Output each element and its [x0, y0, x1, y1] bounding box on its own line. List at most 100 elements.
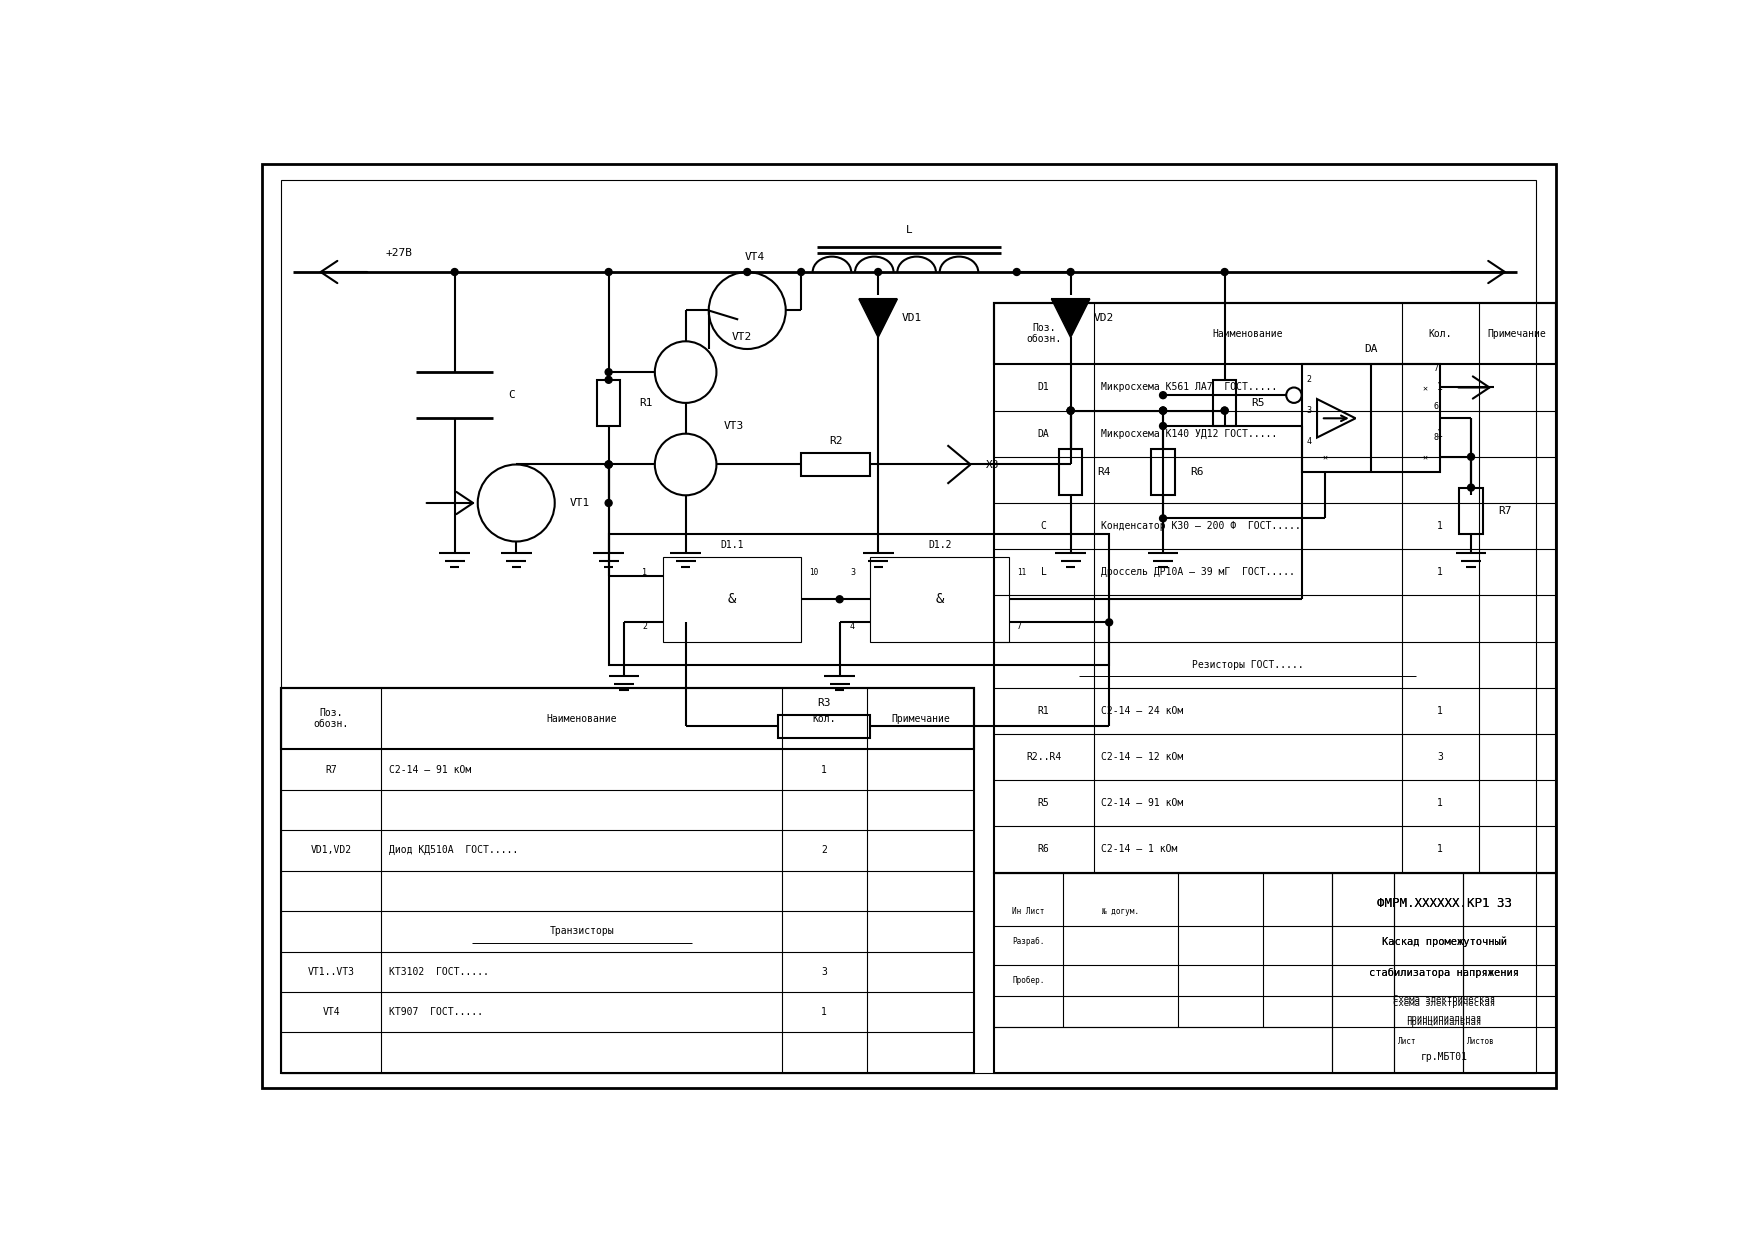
Text: Наименование: Наименование — [1212, 329, 1282, 339]
Circle shape — [1159, 392, 1166, 399]
Bar — [993, 303, 1556, 365]
Text: 1: 1 — [1437, 568, 1444, 578]
Circle shape — [605, 376, 612, 383]
Text: 3: 3 — [851, 568, 854, 577]
Text: VD1: VD1 — [902, 314, 921, 324]
Circle shape — [451, 269, 458, 275]
Text: стабилизатора напряжения: стабилизатора напряжения — [1370, 967, 1519, 978]
Text: VT4: VT4 — [745, 252, 765, 262]
Text: Листов: Листов — [1466, 1038, 1494, 1047]
Bar — [281, 688, 975, 1073]
Text: 1: 1 — [1437, 799, 1444, 808]
Text: гр.МБТ01: гр.МБТ01 — [1421, 1053, 1468, 1063]
Text: Примечание: Примечание — [891, 713, 951, 724]
Circle shape — [1066, 407, 1073, 414]
Text: принципиальная: принципиальная — [1407, 1018, 1482, 1027]
Text: С2-14 – 1 кОм: С2-14 – 1 кОм — [1102, 844, 1177, 854]
Text: R6: R6 — [1038, 844, 1049, 854]
Text: VT3: VT3 — [724, 422, 744, 432]
Text: 3: 3 — [821, 967, 828, 977]
Text: 2: 2 — [821, 846, 828, 856]
Text: 7: 7 — [1433, 363, 1438, 373]
Text: Лист: Лист — [1398, 1038, 1417, 1047]
Circle shape — [875, 269, 882, 275]
Text: 3: 3 — [1307, 407, 1312, 415]
Bar — [779, 714, 870, 738]
Text: 11: 11 — [1017, 568, 1026, 577]
Circle shape — [1159, 407, 1166, 414]
Text: R3: R3 — [817, 698, 831, 708]
Text: VD2: VD2 — [1094, 314, 1114, 324]
Circle shape — [1221, 407, 1228, 414]
Text: R4: R4 — [1098, 467, 1110, 477]
Circle shape — [1468, 484, 1475, 491]
Text: R2..R4: R2..R4 — [1026, 753, 1061, 763]
Circle shape — [798, 269, 805, 275]
Text: Разраб.: Разраб. — [1012, 937, 1044, 946]
Text: 1: 1 — [821, 765, 828, 775]
Polygon shape — [859, 299, 898, 337]
Circle shape — [605, 461, 612, 467]
Bar — [596, 379, 621, 427]
Text: C: C — [1040, 521, 1047, 531]
Circle shape — [1014, 269, 1021, 275]
Text: VT2: VT2 — [731, 332, 752, 342]
Text: 7: 7 — [1017, 621, 1023, 631]
Text: Диод КД510А  ГОСТ.....: Диод КД510А ГОСТ..... — [389, 846, 519, 856]
Text: Поз.
обозн.: Поз. обозн. — [314, 708, 349, 729]
Circle shape — [605, 461, 612, 467]
Text: С2-14 – 24 кОм: С2-14 – 24 кОм — [1102, 706, 1184, 715]
Circle shape — [605, 461, 612, 467]
Text: Конденсатор К30 – 200 Ф  ГОСТ.....: Конденсатор К30 – 200 Ф ГОСТ..... — [1102, 521, 1301, 531]
Text: 1: 1 — [1437, 382, 1444, 393]
Text: Ин Лист: Ин Лист — [1012, 906, 1044, 915]
Bar — [993, 873, 1556, 1073]
Text: С2-14 – 12 кОм: С2-14 – 12 кОм — [1102, 753, 1184, 763]
Bar — [281, 688, 975, 749]
Text: D1: D1 — [1038, 382, 1049, 393]
Circle shape — [1066, 407, 1073, 414]
Text: 1: 1 — [1437, 521, 1444, 531]
Text: 8: 8 — [1433, 433, 1438, 441]
Text: D1.2: D1.2 — [928, 541, 951, 551]
Text: R1: R1 — [1038, 706, 1049, 715]
Text: VT1..VT3: VT1..VT3 — [309, 967, 354, 977]
Circle shape — [1221, 269, 1228, 275]
Bar — [993, 303, 1556, 873]
Text: Резисторы ГОСТ.....: Резисторы ГОСТ..... — [1193, 660, 1303, 670]
Text: DA: DA — [1038, 429, 1049, 439]
Text: Поз.
обозн.: Поз. обозн. — [1026, 322, 1061, 345]
Text: С2-14 – 91 кОм: С2-14 – 91 кОм — [389, 765, 472, 775]
Text: VD1,VD2: VD1,VD2 — [310, 846, 353, 856]
Text: R1: R1 — [640, 398, 652, 408]
Circle shape — [605, 269, 612, 275]
Text: Микросхема К561 ЛА7  ГОСТ.....: Микросхема К561 ЛА7 ГОСТ..... — [1102, 382, 1277, 393]
Text: 4: 4 — [1307, 436, 1312, 446]
Bar — [802, 453, 870, 476]
Text: Схема электрическая: Схема электрическая — [1393, 999, 1494, 1008]
Circle shape — [1159, 423, 1166, 429]
Text: 6: 6 — [1433, 402, 1438, 412]
Circle shape — [1066, 269, 1073, 275]
Text: принципиальная: принципиальная — [1407, 1014, 1482, 1023]
Text: 2: 2 — [642, 621, 647, 631]
Text: ФМРМ.ХХХХХХ.КР1 ЗЗ: ФМРМ.ХХХХХХ.КР1 ЗЗ — [1377, 897, 1512, 910]
Text: &: & — [935, 593, 944, 606]
Circle shape — [1468, 454, 1475, 460]
Text: Каскад промежуточный: Каскад промежуточный — [1382, 936, 1507, 947]
Circle shape — [1066, 407, 1073, 414]
Circle shape — [1105, 619, 1112, 626]
Circle shape — [1159, 407, 1166, 414]
Bar — [663, 557, 802, 641]
Text: DA: DA — [1365, 343, 1377, 353]
Circle shape — [1159, 407, 1166, 414]
Text: VT1: VT1 — [570, 498, 591, 508]
Text: Каскад промежуточный: Каскад промежуточный — [1382, 936, 1507, 947]
Text: VT4: VT4 — [323, 1007, 340, 1017]
Text: Микросхема К140 УД12 ГОСТ.....: Микросхема К140 УД12 ГОСТ..... — [1102, 429, 1277, 439]
Circle shape — [744, 269, 751, 275]
Polygon shape — [1051, 299, 1089, 337]
Text: C: C — [509, 391, 516, 401]
Bar — [1301, 365, 1440, 472]
Text: ФМРМ.ХХХХХХ.КР1 ЗЗ: ФМРМ.ХХХХХХ.КР1 ЗЗ — [1377, 897, 1512, 910]
